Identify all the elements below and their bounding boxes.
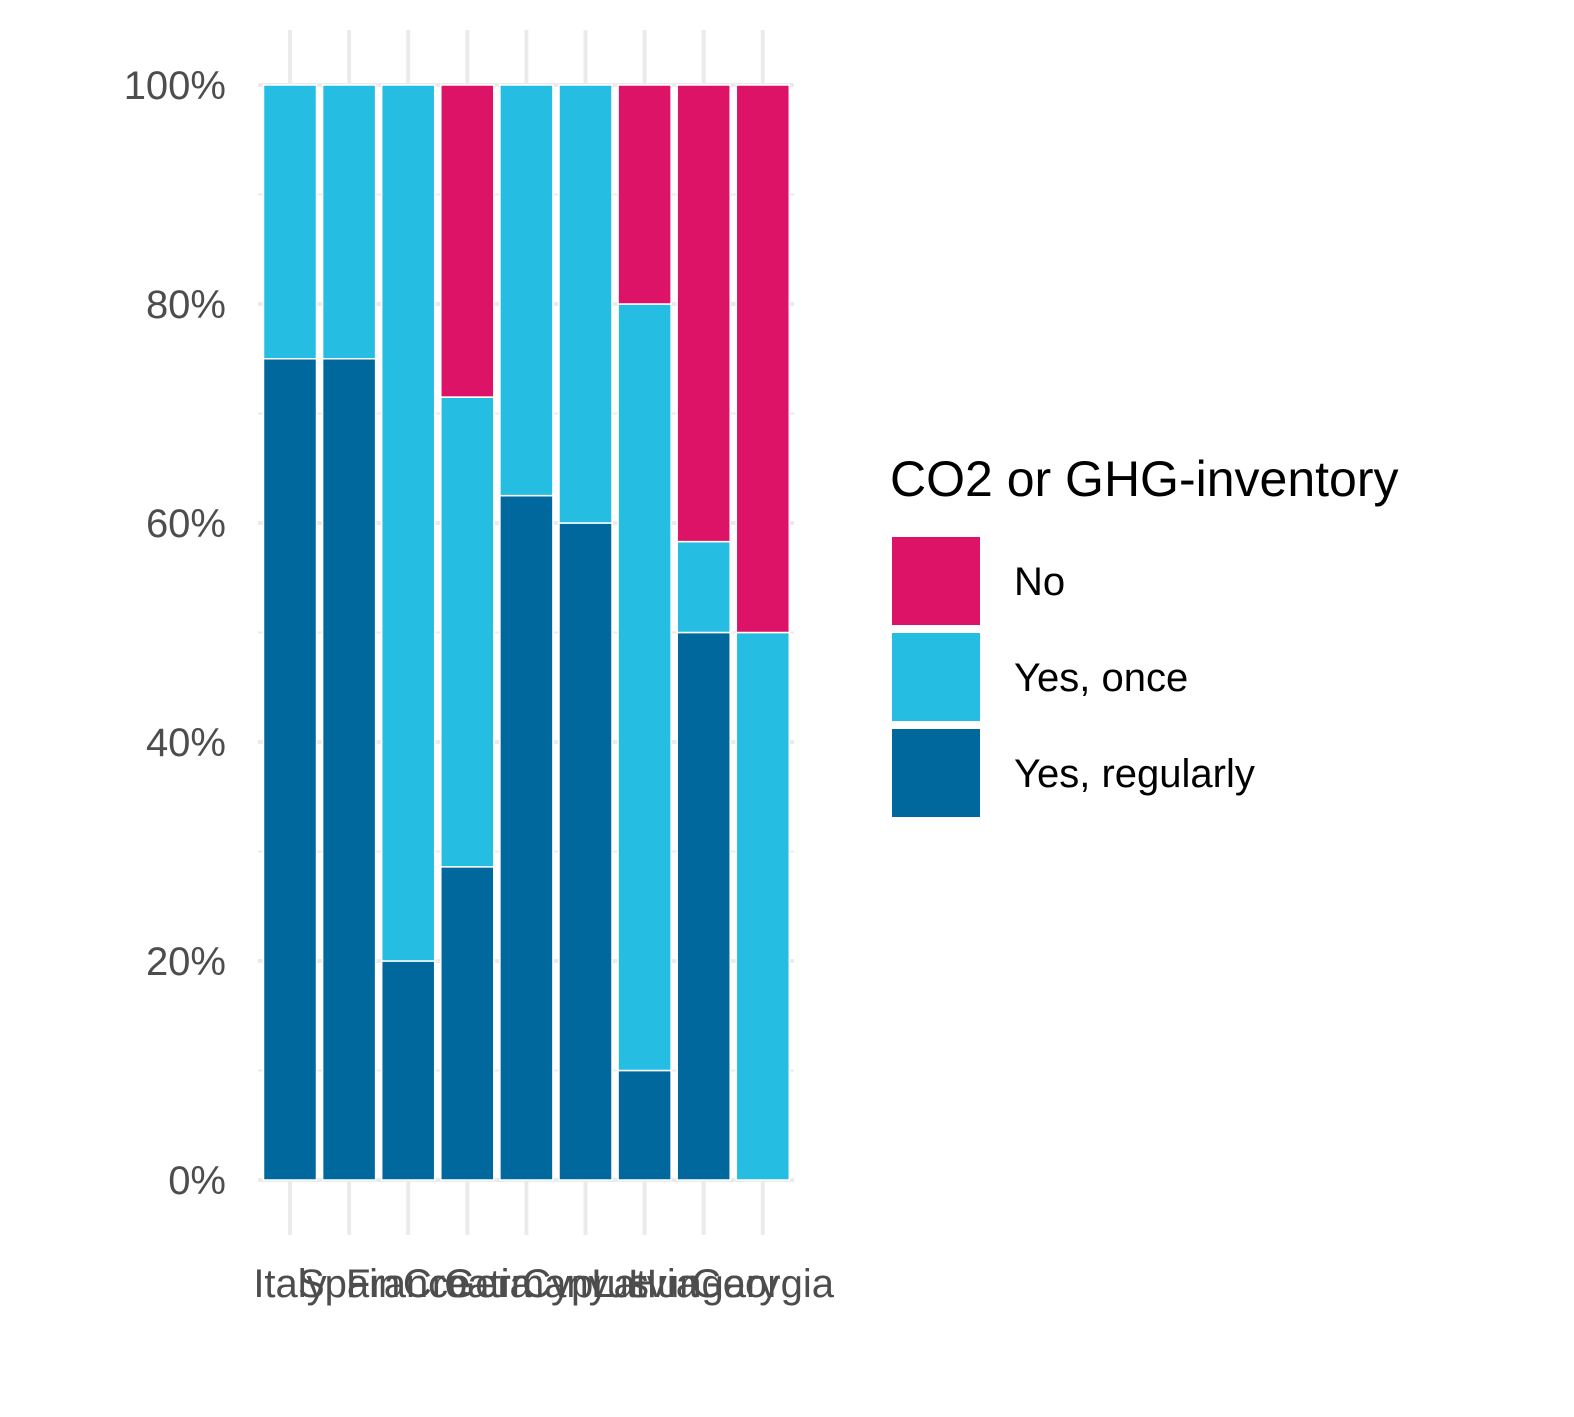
y-tick-label: 20%	[146, 940, 226, 984]
x-tick-label: Spain	[298, 1262, 400, 1306]
legend-label: Yes, regularly	[1014, 752, 1255, 796]
bar-segment	[380, 960, 436, 1181]
bar-segment	[262, 358, 318, 1181]
x-tick-label: Germany	[444, 1262, 609, 1306]
x-tick-label: Hungary	[628, 1262, 779, 1306]
legend-swatch	[892, 537, 980, 625]
y-tick-label: 0%	[168, 1159, 226, 1203]
bar-segment	[676, 540, 731, 634]
x-tick-label: Georgia	[692, 1262, 835, 1306]
bar-segment	[617, 84, 672, 305]
bar-segment	[440, 84, 495, 398]
bars	[262, 84, 791, 1181]
bar-segment	[617, 303, 672, 1072]
bar-segment	[321, 358, 377, 1181]
bar-segment	[440, 866, 495, 1181]
bar-segment	[380, 84, 436, 962]
x-tick-label: Cyprus	[522, 1262, 649, 1306]
bar-segment	[558, 522, 613, 1181]
x-axis: ItalySpainFranceCroatiaGermanyCyprusLatv…	[253, 1262, 834, 1306]
legend-label: No	[1014, 560, 1065, 604]
y-tick-label: 100%	[124, 64, 226, 108]
y-tick-label: 80%	[146, 283, 226, 327]
bar-segment	[321, 84, 377, 360]
legend-title: CO2 or GHG-inventory	[890, 451, 1398, 507]
bar-segment	[499, 84, 554, 497]
bar-segment	[262, 84, 318, 360]
legend-entries: No Yes, once Yes, regularly	[892, 537, 1255, 817]
bar-segment	[440, 396, 495, 868]
legend-swatch	[892, 633, 980, 721]
bar-segment	[735, 631, 791, 1181]
legend: CO2 or GHG-inventory No Yes, once Yes, reg…	[890, 451, 1398, 817]
legend-label: Yes, once	[1014, 656, 1188, 700]
bar-segment	[558, 84, 613, 524]
y-tick-label: 40%	[146, 721, 226, 765]
bar-segment	[499, 494, 554, 1181]
bar-segment	[676, 84, 731, 543]
x-tick-label: Croatia	[403, 1262, 533, 1306]
y-tick-label: 60%	[146, 502, 226, 546]
bar-segment	[617, 1069, 672, 1181]
legend-swatch	[892, 729, 980, 817]
y-axis: 0% 20% 40% 60% 80% 100%	[124, 64, 226, 1203]
x-tick-label: Italy	[253, 1262, 326, 1306]
x-tick-label: France	[346, 1262, 471, 1306]
x-tick-label: Latvia	[591, 1262, 698, 1306]
bar-segment	[676, 631, 731, 1181]
bar-segment	[735, 84, 791, 634]
